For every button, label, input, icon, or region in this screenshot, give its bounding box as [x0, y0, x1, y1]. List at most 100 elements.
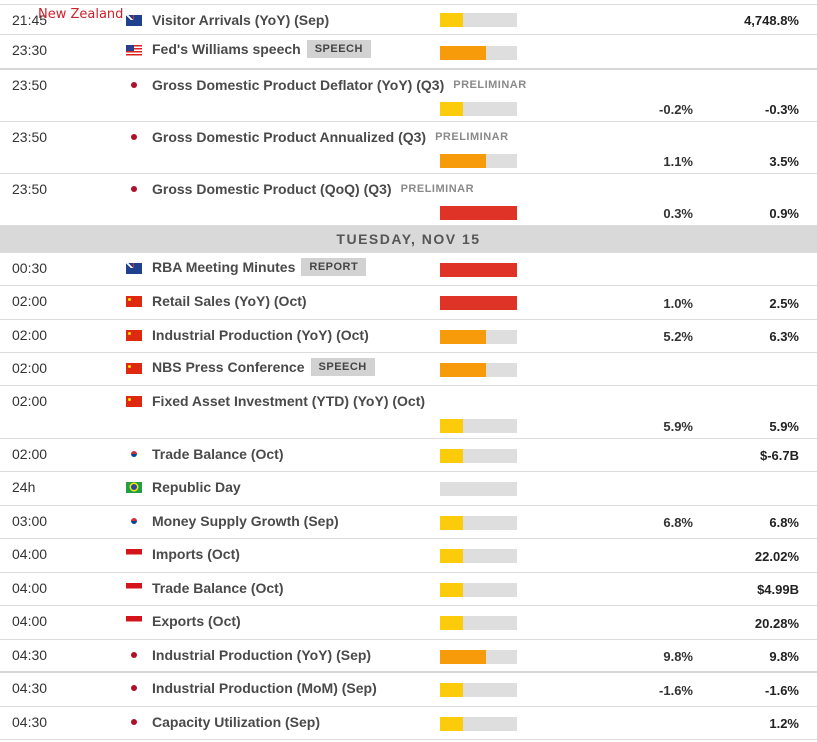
- impact-bar: [440, 650, 517, 664]
- event-row[interactable]: 04:00 Imports (Oct) 22.02%: [0, 539, 817, 573]
- event-title-link[interactable]: Money Supply Growth (Sep): [152, 513, 339, 529]
- impact-fill: [440, 13, 464, 27]
- event-title: Gross Domestic Product Annualized (Q3): [152, 129, 427, 145]
- event-title-link[interactable]: Fixed Asset Investment (YTD) (YoY) (Oct): [152, 393, 425, 409]
- event-title: Visitor Arrivals (YoY) (Sep): [152, 12, 330, 28]
- event-row[interactable]: 21:45 Visitor Arrivals (YoY) (Sep) 4,748…: [0, 5, 817, 35]
- event-row[interactable]: 04:00 Exports (Oct) 20.28%: [0, 606, 817, 640]
- event-row[interactable]: 03:00 Money Supply Growth (Sep) 6.8% 6.8…: [0, 506, 817, 539]
- previous-value: 22.02%: [754, 549, 799, 564]
- economic-calendar-table: 21:45 Visitor Arrivals (YoY) (Sep) 4,748…: [0, 4, 817, 740]
- event-time: 21:45: [12, 12, 48, 28]
- event-title-link[interactable]: Capacity Utilization (Sep): [152, 714, 320, 730]
- event-row[interactable]: 04:00 Trade Balance (Oct) $4.99B: [0, 573, 817, 606]
- flag-new-zealand-icon[interactable]: [126, 15, 142, 26]
- event-row[interactable]: 02:00 Trade Balance (Oct) $-6.7B: [0, 439, 817, 472]
- event-title-link[interactable]: NBS Press Conference SPEECH: [152, 358, 375, 376]
- previous-value: 0.9%: [769, 206, 799, 221]
- flag-brazil-icon[interactable]: [126, 482, 142, 493]
- event-row[interactable]: 23:50 Gross Domestic Product Annualized …: [0, 122, 817, 174]
- impact-bar: [440, 419, 517, 433]
- previous-value: -1.6%: [765, 683, 799, 698]
- previous-value: 4,748.8%: [744, 13, 799, 28]
- event-time: 04:30: [12, 680, 48, 696]
- flag-indonesia-icon[interactable]: [126, 616, 142, 627]
- impact-bar: [440, 206, 517, 220]
- event-title-link[interactable]: Trade Balance (Oct): [152, 446, 284, 462]
- event-row[interactable]: 04:30 Industrial Production (YoY) (Sep) …: [0, 640, 817, 673]
- event-title-link[interactable]: Gross Domestic Product Deflator (YoY) (Q…: [152, 77, 527, 93]
- event-tag: PRELIMINAR: [400, 183, 475, 195]
- event-row[interactable]: 23:50 Gross Domestic Product Deflator (Y…: [0, 70, 817, 122]
- previous-value: -0.3%: [765, 102, 799, 117]
- event-row[interactable]: 02:00 NBS Press Conference SPEECH: [0, 353, 817, 386]
- flag-japan-icon[interactable]: [126, 80, 142, 91]
- event-time: 04:00: [12, 546, 48, 562]
- flag-china-icon[interactable]: [126, 296, 142, 307]
- event-title-link[interactable]: Exports (Oct): [152, 613, 241, 629]
- event-time: 23:50: [12, 129, 48, 145]
- flag-japan-icon[interactable]: [126, 683, 142, 694]
- flag-japan-icon[interactable]: [126, 650, 142, 661]
- event-row[interactable]: 23:50 Gross Domestic Product (QoQ) (Q3) …: [0, 174, 817, 226]
- impact-bar: [440, 296, 517, 310]
- event-tag: SPEECH: [310, 358, 375, 376]
- impact-fill: [440, 296, 517, 310]
- event-row[interactable]: 02:00 Fixed Asset Investment (YTD) (YoY)…: [0, 386, 817, 439]
- flag-china-icon[interactable]: [126, 396, 142, 407]
- flag-south-korea-icon[interactable]: [126, 449, 142, 460]
- impact-fill: [440, 717, 464, 731]
- flag-japan-icon[interactable]: [126, 132, 142, 143]
- event-title: Industrial Production (YoY) (Oct): [152, 327, 369, 343]
- event-title-link[interactable]: Industrial Production (YoY) (Sep): [152, 647, 371, 663]
- flag-indonesia-icon[interactable]: [126, 583, 142, 594]
- event-title-link[interactable]: Gross Domestic Product (QoQ) (Q3) PRELIM…: [152, 181, 474, 197]
- impact-fill: [440, 583, 464, 597]
- impact-bar: [440, 482, 517, 496]
- event-title: Money Supply Growth (Sep): [152, 513, 339, 529]
- event-title-link[interactable]: Imports (Oct): [152, 546, 240, 562]
- event-row[interactable]: 04:30 Industrial Production (MoM) (Sep) …: [0, 673, 817, 707]
- flag-indonesia-icon[interactable]: [126, 549, 142, 560]
- event-row[interactable]: 24h Republic Day: [0, 472, 817, 506]
- event-title-link[interactable]: Gross Domestic Product Annualized (Q3) P…: [152, 129, 509, 145]
- event-row[interactable]: 00:30 RBA Meeting Minutes REPORT: [0, 253, 817, 286]
- event-title-link[interactable]: Industrial Production (YoY) (Oct): [152, 327, 369, 343]
- impact-bar: [440, 46, 517, 60]
- event-row[interactable]: 02:00 Retail Sales (YoY) (Oct) 1.0% 2.5%: [0, 286, 817, 320]
- flag-australia-icon[interactable]: [126, 263, 142, 274]
- actual-value: 5.2%: [663, 329, 693, 344]
- previous-value: 3.5%: [769, 154, 799, 169]
- actual-value: 0.3%: [663, 206, 693, 221]
- event-row[interactable]: 04:30 Capacity Utilization (Sep) 1.2%: [0, 707, 817, 740]
- event-title-link[interactable]: Republic Day: [152, 479, 241, 495]
- previous-value: 6.3%: [769, 329, 799, 344]
- event-tag: SPEECH: [306, 40, 371, 58]
- event-title: Fed's Williams speech: [152, 41, 301, 57]
- impact-bar: [440, 449, 517, 463]
- event-title-link[interactable]: Visitor Arrivals (YoY) (Sep): [152, 12, 329, 28]
- events-group-tuesday: 00:30 RBA Meeting Minutes REPORT 02:00 R…: [0, 253, 817, 740]
- flag-united-states-icon[interactable]: [126, 45, 142, 56]
- event-title-link[interactable]: RBA Meeting Minutes REPORT: [152, 258, 367, 276]
- event-tag: PRELIMINAR: [435, 131, 509, 143]
- event-time: 03:00: [12, 513, 48, 529]
- flag-japan-icon[interactable]: [126, 717, 142, 728]
- event-row[interactable]: 02:00 Industrial Production (YoY) (Oct) …: [0, 320, 817, 353]
- impact-bar: [440, 263, 517, 277]
- event-title-link[interactable]: Industrial Production (MoM) (Sep): [152, 680, 377, 696]
- event-title-link[interactable]: Trade Balance (Oct): [152, 580, 284, 596]
- flag-china-icon[interactable]: [126, 330, 142, 341]
- previous-value: 6.8%: [769, 515, 799, 530]
- event-title-link[interactable]: Retail Sales (YoY) (Oct): [152, 293, 307, 309]
- flag-china-icon[interactable]: [126, 363, 142, 374]
- flag-japan-icon[interactable]: [126, 184, 142, 195]
- event-title-link[interactable]: Fed's Williams speech SPEECH: [152, 40, 371, 58]
- impact-bar: [440, 683, 517, 697]
- event-row[interactable]: 23:30 Fed's Williams speech SPEECH: [0, 35, 817, 70]
- impact-bar: [440, 13, 517, 27]
- flag-south-korea-icon[interactable]: [126, 516, 142, 527]
- event-time: 23:50: [12, 77, 48, 93]
- impact-fill: [440, 46, 487, 60]
- impact-fill: [440, 263, 517, 277]
